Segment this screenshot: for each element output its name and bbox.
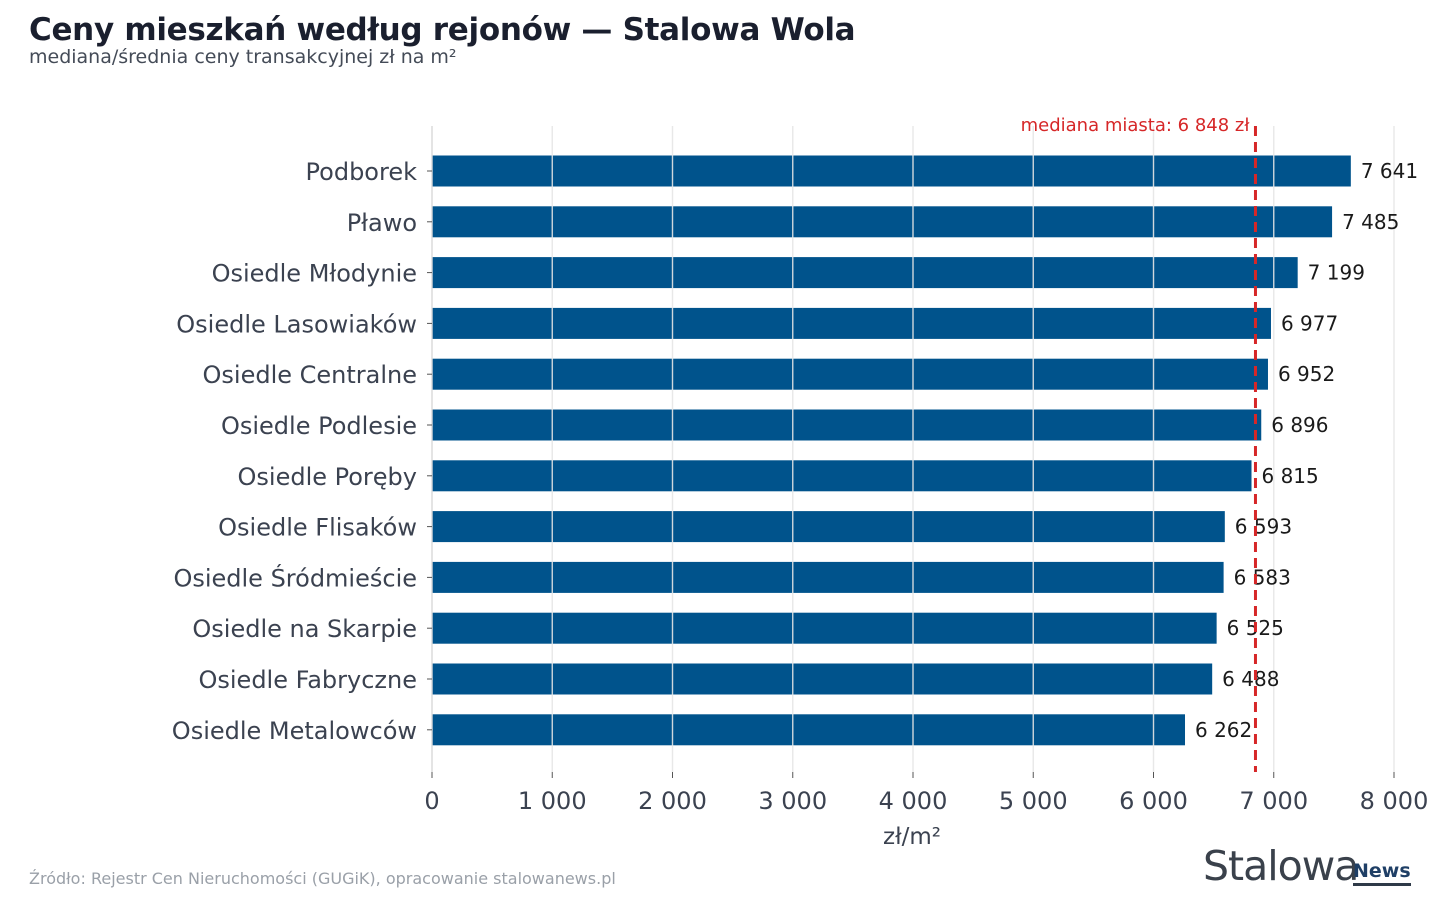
category-label: Pławo xyxy=(347,209,417,237)
x-tick-label: 8 000 xyxy=(1360,787,1429,815)
x-axis-title: zł/m² xyxy=(883,824,941,850)
chart-subtitle: mediana/średnia ceny transakcyjnej zł na… xyxy=(29,46,457,68)
category-label: Osiedle Lasowiaków xyxy=(176,310,417,338)
bar xyxy=(432,409,1262,441)
x-tick-label: 1 000 xyxy=(518,787,587,815)
bar xyxy=(432,612,1217,644)
bar xyxy=(432,561,1224,593)
value-label: 7 641 xyxy=(1361,159,1418,183)
category-label: Osiedle Centralne xyxy=(203,361,418,389)
x-tick-label: 6 000 xyxy=(1119,787,1188,815)
category-label: Osiedle Podlesie xyxy=(221,412,417,440)
bar xyxy=(432,257,1298,289)
category-label: Osiedle Młodynie xyxy=(212,260,417,288)
category-label: Osiedle Poręby xyxy=(238,463,418,491)
value-label: 6 262 xyxy=(1195,718,1252,742)
median-label: mediana miasta: 6 848 zł xyxy=(1021,115,1251,136)
value-label: 6 977 xyxy=(1281,311,1338,335)
value-label: 6 952 xyxy=(1278,362,1335,386)
value-label: 7 199 xyxy=(1308,261,1365,285)
x-tick-label: 0 xyxy=(424,787,439,815)
stalowanews-logo: Stalowa News xyxy=(1203,842,1411,890)
bar xyxy=(432,714,1186,746)
value-label: 6 593 xyxy=(1235,515,1292,539)
x-tick-label: 7 000 xyxy=(1239,787,1308,815)
value-label: 7 485 xyxy=(1342,210,1399,234)
bar xyxy=(432,460,1252,492)
category-label: Osiedle Metalowców xyxy=(172,717,417,745)
x-tick-label: 2 000 xyxy=(638,787,707,815)
category-label: Osiedle Fabryczne xyxy=(198,666,417,694)
category-label: Osiedle Śródmieście xyxy=(173,562,417,592)
bar xyxy=(432,307,1271,339)
x-tick-label: 4 000 xyxy=(879,787,948,815)
bar xyxy=(432,358,1268,390)
value-label: 6 488 xyxy=(1222,667,1279,691)
value-label: 6 583 xyxy=(1234,565,1291,589)
bar xyxy=(432,206,1333,238)
category-label: Podborek xyxy=(306,158,418,186)
chart-title: Ceny mieszkań według rejonów — Stalowa W… xyxy=(29,12,856,48)
value-label: 6 815 xyxy=(1262,464,1319,488)
source-note: Źródło: Rejestr Cen Nieruchomości (GUGiK… xyxy=(29,869,616,888)
value-label: 6 896 xyxy=(1271,413,1328,437)
category-label: Osiedle Flisaków xyxy=(218,514,417,542)
category-label: Osiedle na Skarpie xyxy=(192,615,417,643)
x-tick-label: 5 000 xyxy=(999,787,1068,815)
bar xyxy=(432,155,1351,187)
bar xyxy=(432,511,1225,543)
x-tick-label: 3 000 xyxy=(758,787,827,815)
bar xyxy=(432,663,1213,695)
